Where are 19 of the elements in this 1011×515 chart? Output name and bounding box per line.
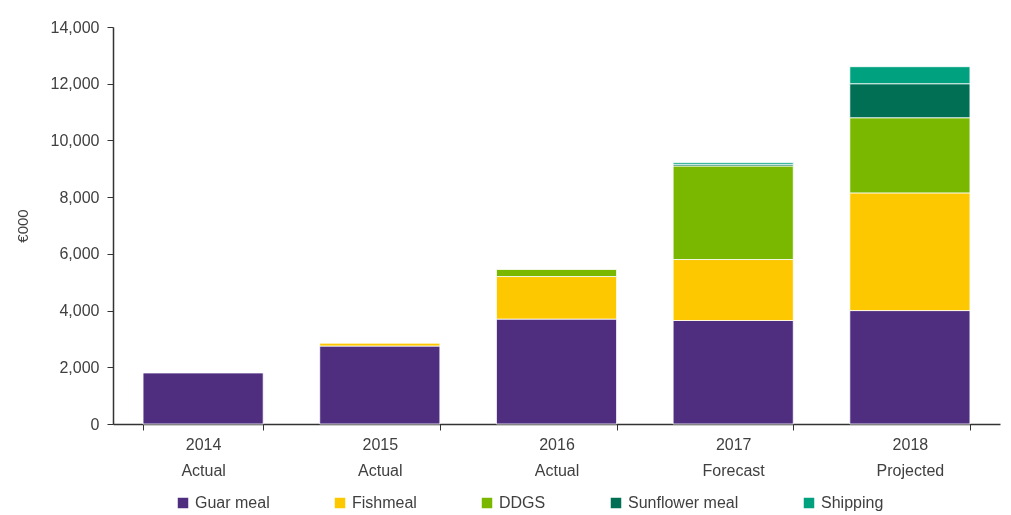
y-tick-label: 0 (90, 415, 100, 433)
y-tick-label: 8,000 (59, 188, 100, 206)
x-tick-label: 2018 Projected (876, 435, 945, 479)
legend-label: DDGS (499, 494, 546, 511)
x-tick-label: 2017 Forecast (702, 435, 766, 479)
y-tick-label: 10,000 (50, 131, 100, 149)
x-tick-label: 2016 Actual (534, 435, 580, 479)
legend-label: Fishmeal (352, 494, 417, 511)
y-tick-label: 6,000 (59, 245, 100, 263)
legend-label: Guar meal (195, 494, 270, 511)
legend-label: Shipping (821, 494, 884, 511)
x-tick-label: 2015 Actual (358, 435, 403, 479)
y-tick-label: 14,000 (50, 18, 100, 36)
y-tick-label: 2,000 (59, 358, 100, 376)
y-tick-label: 12,000 (50, 75, 100, 93)
y-tick-label: 4,000 (59, 302, 100, 320)
x-tick-label: 2014 Actual (181, 435, 226, 479)
legend-label: Sunflower meal (628, 494, 739, 511)
y-axis-title: €000 (13, 209, 31, 243)
